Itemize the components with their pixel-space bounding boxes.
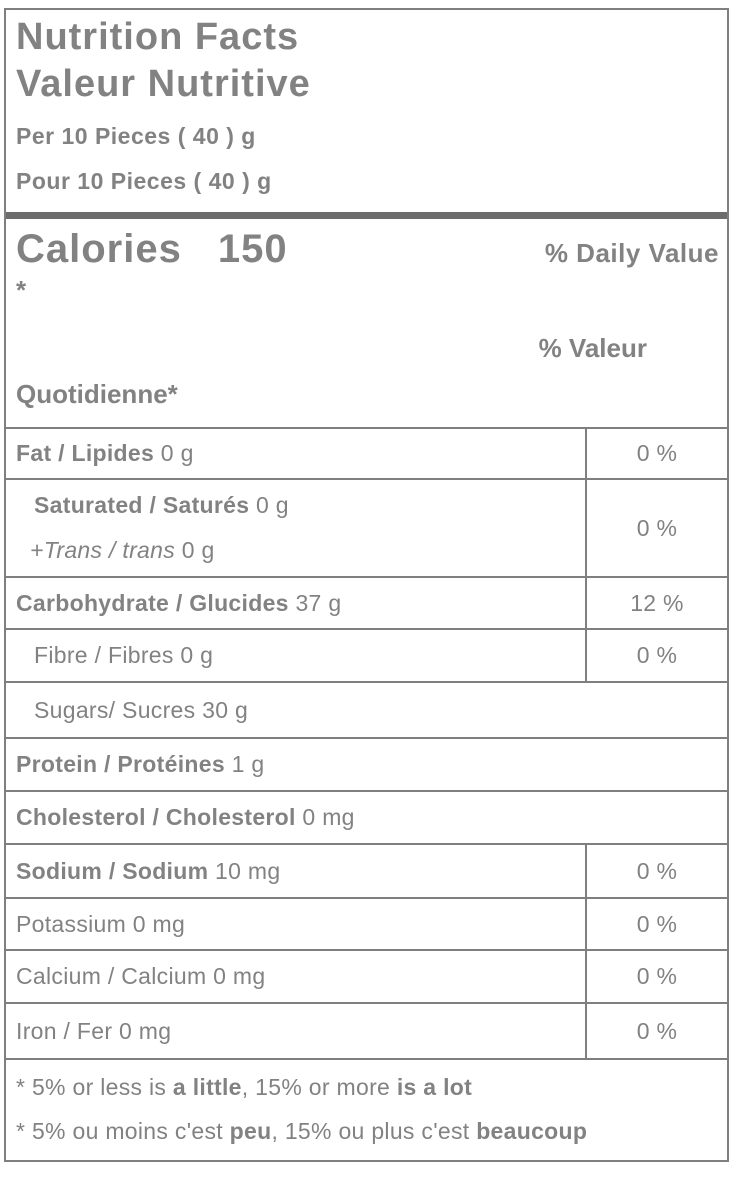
text-segment: peu: [229, 1118, 272, 1144]
nutrient-line: Saturated / Saturés 0 g: [6, 483, 585, 528]
nutrient-line: Fibre / Fibres 0 g: [6, 633, 585, 678]
nutrient-line: Carbohydrate / Glucides 37 g: [6, 581, 585, 626]
text-segment: Protein / Protéines: [16, 751, 225, 777]
nutrient-cell-cholesterol: Cholesterol / Cholesterol 0 mg: [6, 791, 727, 844]
text-segment: Cholesterol / Cholesterol: [16, 804, 296, 830]
nutrient-line: Protein / Protéines 1 g: [6, 742, 727, 787]
serving-size-fr: Pour 10 Pieces ( 40 ) g: [16, 168, 272, 194]
serving-size-en: Per 10 Pieces ( 40 ) g: [16, 123, 256, 149]
text-segment: Carbohydrate / Glucides: [16, 589, 289, 616]
daily-value-header-en: % Daily Value: [544, 238, 719, 268]
text-segment: * 5% ou moins c'est: [16, 1118, 230, 1144]
table-row-saturated-trans: Saturated / Saturés 0 g +Trans / trans 0 …: [6, 479, 727, 577]
nutrient-line: Fat / Lipides 0 g: [6, 431, 585, 476]
daily-value-header-fr-line2: Quotidienne*: [16, 379, 178, 409]
daily-value-asterisk: *: [16, 275, 27, 305]
serving-block: Per 10 Pieces ( 40 ) g Pour 10 Pieces ( …: [16, 114, 717, 204]
text-segment: Fat / Lipides: [16, 440, 155, 466]
text-segment: 10 mg: [208, 857, 281, 884]
nutrition-facts-label: Nutrition Facts Valeur Nutritive Per 10 …: [4, 8, 729, 1162]
text-segment: * 5% or less is: [16, 1074, 173, 1100]
text-segment: Saturated / Saturés: [34, 492, 250, 518]
table-row-fibre: Fibre / Fibres 0 g 0 %: [6, 629, 727, 682]
daily-value-cell-potassium: 0 %: [585, 898, 727, 950]
text-segment: +Trans / trans: [30, 537, 176, 563]
nutrient-cell-sugars: Sugars/ Sucres 30 g: [6, 682, 727, 738]
daily-value-cell-saturated-trans: 0 %: [585, 479, 727, 577]
nutrient-cell-iron: Iron / Fer 0 mg: [6, 1003, 586, 1058]
calories-value: 150: [217, 227, 288, 271]
text-segment: 37 g: [288, 589, 342, 616]
text-segment: is a lot: [396, 1074, 473, 1100]
calories-label: Calories: [16, 227, 182, 271]
text-segment: beaucoup: [476, 1118, 588, 1144]
nutrient-cell-protein: Protein / Protéines 1 g: [6, 738, 727, 791]
calories-line: Calories 150: [16, 225, 288, 273]
nutrient-line: Calcium / Calcium 0 mg: [6, 954, 585, 999]
table-row-sodium: Sodium / Sodium 10 mg 0 %: [6, 844, 727, 898]
table-row-carbohydrate: Carbohydrate / Glucides 37 g 12 %: [6, 577, 727, 629]
table-row-protein: Protein / Protéines 1 g: [6, 738, 727, 791]
text-segment: , 15% ou plus c'est: [271, 1118, 477, 1144]
text-segment: Iron / Fer 0 mg: [16, 1017, 172, 1044]
text-segment: 0 g: [154, 440, 194, 466]
title-fr: Valeur Nutritive: [16, 63, 311, 105]
text-segment: Potassium 0 mg: [16, 910, 186, 937]
nutrient-cell-fibre: Fibre / Fibres 0 g: [6, 629, 586, 682]
label-header-section: Nutrition Facts Valeur Nutritive Per 10 …: [6, 10, 727, 219]
daily-value-cell-fibre: 0 %: [585, 629, 727, 682]
footnotes: * 5% or less is a little, 15% or more is…: [6, 1058, 727, 1160]
nutrient-line: Cholesterol / Cholesterol 0 mg: [6, 795, 727, 840]
daily-value-cell-carbohydrate: 12 %: [585, 577, 727, 629]
text-segment: a little: [172, 1074, 242, 1100]
nutrient-cell-saturated-trans: Saturated / Saturés 0 g +Trans / trans 0 …: [6, 479, 586, 577]
nutrient-line: Sugars/ Sucres 30 g: [6, 688, 727, 733]
text-segment: 0 g: [175, 537, 215, 563]
calories-section: Calories 150 % Daily Value * % Valeur Quo…: [6, 219, 727, 427]
text-segment: Sugars/ Sucres 30 g: [34, 696, 249, 723]
text-segment: , 15% or more: [241, 1074, 397, 1100]
text-segment: Calcium / Calcium 0 mg: [16, 963, 266, 989]
nutrient-line: +Trans / trans 0 g: [6, 528, 585, 573]
daily-value-cell-iron: 0 %: [585, 1003, 727, 1058]
text-segment: Fibre / Fibres 0 g: [34, 642, 214, 668]
table-row-iron: Iron / Fer 0 mg 0 %: [6, 1003, 727, 1058]
text-segment: 1 g: [224, 751, 265, 777]
daily-value-cell-calcium: 0 %: [585, 950, 727, 1003]
calories-row: Calories 150 % Daily Value: [16, 225, 719, 273]
nutrient-cell-sodium: Sodium / Sodium 10 mg: [6, 844, 586, 898]
nutrient-cell-fat: Fat / Lipides 0 g: [6, 428, 586, 479]
text-segment: Sodium / Sodium: [16, 857, 209, 884]
table-row-cholesterol: Cholesterol / Cholesterol 0 mg: [6, 791, 727, 844]
nutrient-line: Sodium / Sodium 10 mg: [6, 849, 585, 894]
footnote-fr: * 5% ou moins c'est peu, 15% ou plus c'e…: [16, 1109, 717, 1153]
daily-value-cell-fat: 0 %: [585, 428, 727, 479]
daily-value-header-fr-line1: % Valeur: [538, 333, 647, 363]
page: { "colors": { "text": "#828282", "line":…: [0, 8, 738, 1191]
text-segment: 0 g: [249, 492, 289, 518]
nutrient-cell-calcium: Calcium / Calcium 0 mg: [6, 950, 586, 1003]
title-en: Nutrition Facts: [16, 16, 300, 58]
footnote-en: * 5% or less is a little, 15% or more is…: [16, 1065, 717, 1109]
daily-value-cell-sodium: 0 %: [585, 844, 727, 898]
table-row-sugars: Sugars/ Sucres 30 g: [6, 682, 727, 738]
nutrient-line: Potassium 0 mg: [6, 902, 585, 947]
nutrient-line: Iron / Fer 0 mg: [6, 1009, 585, 1054]
nutrient-cell-potassium: Potassium 0 mg: [6, 898, 586, 950]
text-segment: 0 mg: [295, 804, 355, 830]
table-row-potassium: Potassium 0 mg 0 %: [6, 898, 727, 950]
nutrient-cell-carbohydrate: Carbohydrate / Glucides 37 g: [6, 577, 586, 629]
table-row-calcium: Calcium / Calcium 0 mg 0 %: [6, 950, 727, 1003]
